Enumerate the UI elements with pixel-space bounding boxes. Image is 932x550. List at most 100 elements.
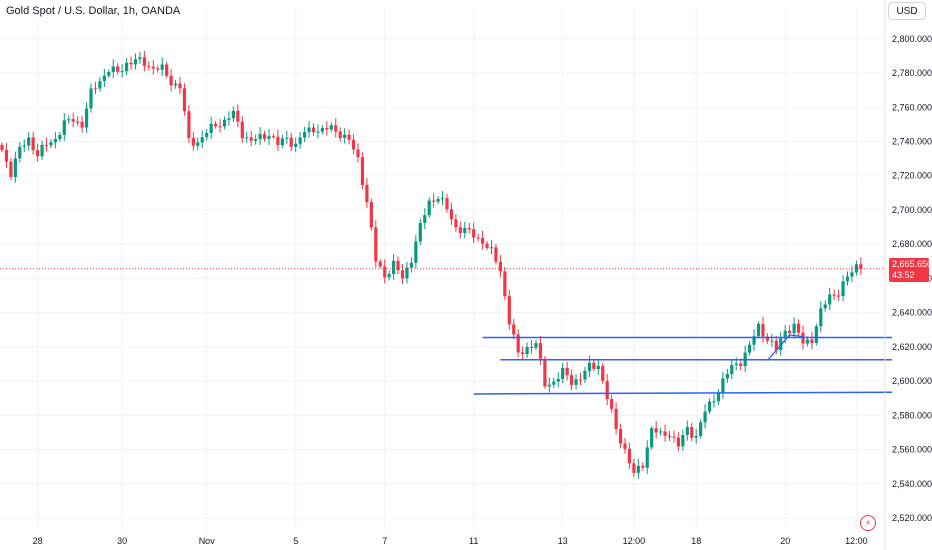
price-axis[interactable]: 2,520.000 2,540.000 2,560.000 2,580.000 2,60…	[884, 0, 932, 550]
candle-body	[721, 378, 725, 394]
candle-body	[672, 436, 676, 438]
candle-body	[636, 465, 640, 473]
x-tick-label: 18	[691, 536, 701, 546]
candle-body	[267, 136, 271, 139]
candle-body	[258, 134, 262, 140]
candle-body	[454, 219, 458, 228]
candle-body	[351, 139, 356, 150]
candle-body	[828, 294, 832, 305]
candle-body	[552, 381, 556, 385]
x-tick-label: 11	[469, 536, 478, 546]
symbol-title: Gold Spot / U.S. Dollar, 1h, OANDA	[4, 4, 183, 18]
candle-body	[512, 324, 516, 335]
candle-body	[676, 437, 680, 447]
candle-body	[690, 427, 694, 438]
candle-body	[316, 131, 320, 133]
candle-body	[756, 323, 761, 337]
lightning-bolt-icon[interactable]: ⚡	[860, 515, 876, 531]
candle-body	[151, 66, 155, 69]
candle-body	[396, 260, 400, 271]
candle-body	[325, 128, 329, 130]
candle-body	[547, 384, 551, 387]
candle-body	[49, 142, 53, 146]
y-tick-label: 2,620.000	[892, 342, 932, 352]
candle-body	[405, 267, 409, 279]
candle-body	[796, 323, 801, 333]
candle-body	[610, 399, 614, 409]
candle-body	[650, 428, 654, 448]
candle-body	[156, 68, 160, 70]
candle-body	[716, 393, 721, 402]
candle-body	[165, 64, 169, 76]
candle-body	[525, 346, 529, 355]
x-tick-label: 5	[293, 536, 298, 546]
candle-body	[503, 271, 507, 297]
candle-body	[392, 260, 396, 274]
y-tick-label: 2,520.000	[892, 513, 932, 523]
candle-body	[725, 374, 729, 379]
candle-body	[142, 57, 146, 66]
candle-body	[570, 375, 574, 385]
candle-body	[498, 261, 502, 272]
x-tick-label: 12:00	[845, 536, 868, 546]
candle-body	[4, 150, 9, 162]
x-tick-label: 13	[558, 536, 568, 546]
candle-body	[387, 273, 391, 278]
x-tick-label: 12:00	[623, 536, 646, 546]
candle-body	[303, 132, 307, 138]
candle-body	[565, 367, 569, 376]
candle-body	[276, 136, 280, 146]
y-tick-label: 2,780.000	[892, 68, 932, 78]
x-tick-label: 30	[117, 536, 127, 546]
bar-countdown: 43:52	[892, 270, 915, 280]
candle-body	[227, 118, 231, 120]
candle-body	[160, 64, 164, 70]
candle-body	[347, 134, 351, 140]
candle-body	[538, 343, 543, 359]
y-tick-label: 2,640.000	[892, 308, 932, 318]
candle-body	[18, 146, 22, 159]
drawn-lines	[0, 268, 893, 395]
candle-body	[627, 448, 632, 464]
candle-body	[792, 323, 796, 334]
candle-body	[383, 266, 387, 278]
candle-body	[307, 127, 311, 133]
candle-body	[423, 215, 427, 223]
candle-body	[730, 365, 734, 375]
y-tick-label: 2,580.000	[892, 410, 932, 420]
currency-button[interactable]: USD	[888, 2, 926, 20]
candle-body	[360, 157, 365, 185]
candle-body	[182, 88, 187, 112]
candle-body	[374, 227, 378, 262]
candle-body	[102, 75, 106, 82]
candle-body	[761, 323, 765, 337]
candle-body	[561, 367, 565, 379]
candle-body	[400, 270, 405, 279]
candle-body	[93, 88, 98, 90]
candle-body	[734, 363, 738, 366]
candle-body	[280, 138, 284, 146]
candle-body	[783, 330, 787, 339]
candle-body	[516, 334, 520, 353]
candle-body	[494, 247, 498, 262]
x-tick-label: Nov	[199, 536, 216, 546]
candle-body	[22, 145, 26, 147]
candle-body	[712, 401, 716, 403]
candle-body	[294, 143, 298, 147]
candle-body	[770, 340, 774, 342]
candle-body	[214, 123, 218, 127]
candle-body	[240, 121, 244, 139]
candle-body	[231, 110, 235, 119]
last-price-value: 2,665.650	[892, 259, 932, 269]
candle-body	[320, 128, 324, 132]
candle-body	[89, 88, 93, 109]
candle-body	[0, 144, 4, 151]
candle-body	[859, 264, 863, 269]
candle-body	[125, 62, 129, 72]
candle-body	[107, 71, 111, 76]
candle-body	[623, 443, 627, 449]
candle-body	[467, 227, 471, 230]
time-axis[interactable]: 28 30 Nov 5 7 11 13 12:00 18 20 12:00	[33, 536, 868, 546]
candle-body	[534, 343, 538, 348]
